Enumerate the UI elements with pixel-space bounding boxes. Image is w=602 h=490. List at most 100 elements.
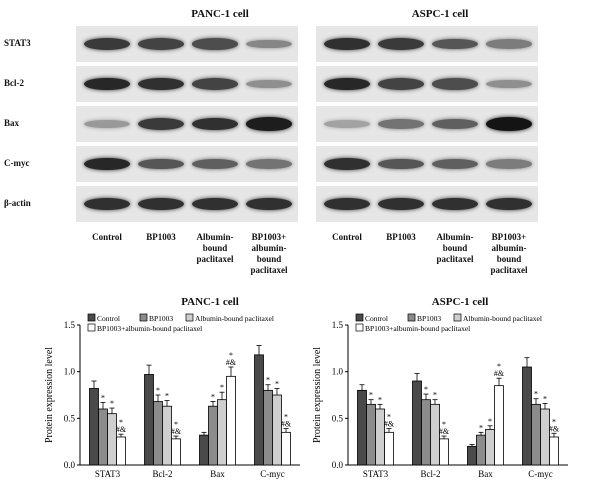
bar (485, 429, 495, 466)
bar (366, 403, 376, 466)
bar (522, 366, 532, 466)
bar (439, 438, 449, 466)
bar (476, 434, 486, 466)
significance-mark: * (424, 385, 428, 394)
significance-mark: * (165, 392, 169, 401)
blot-band (324, 37, 370, 51)
x-tick-label: C-myc (260, 469, 285, 479)
lane-label: BP1003 (386, 232, 416, 242)
significance-mark: * (174, 420, 178, 429)
significance-mark: #& (226, 358, 237, 367)
x-tick-label: STAT3 (95, 469, 121, 479)
y-tick-label: 0.0 (64, 460, 76, 470)
legend-label: BP1003+albumin-bound paclitaxel (97, 324, 202, 333)
significance-mark: * (101, 393, 105, 402)
blot-row-label: β-actin (4, 198, 31, 208)
x-tick-label: Bax (478, 469, 493, 479)
significance-mark: * (284, 413, 288, 422)
significance-mark: * (442, 420, 446, 429)
blot-band (192, 158, 238, 170)
bar (217, 399, 227, 466)
bar (384, 431, 394, 466)
significance-mark: * (378, 395, 382, 404)
blot-aspc1 (316, 26, 538, 226)
blot-row-label: C-myc (4, 158, 30, 168)
y-tick-label: 1.0 (64, 367, 76, 377)
chart-title-panc1: PANC-1 cell (181, 296, 239, 308)
lane-label: BP1003+ albumin- bound paclitaxel (250, 232, 288, 275)
blot-band (192, 117, 238, 131)
blot-band (138, 77, 184, 91)
legend-label: Control (97, 314, 120, 323)
legend-swatch (87, 323, 96, 332)
y-tick-label: 1.0 (332, 367, 344, 377)
bar (467, 445, 477, 466)
lane-label: BP1003+ albumin- bound paclitaxel (490, 232, 528, 275)
bar (263, 389, 273, 466)
legend-label: BP1003+albumin-bound paclitaxel (365, 324, 470, 333)
blot-band (486, 117, 532, 131)
legend-swatch (87, 313, 96, 322)
bar (226, 375, 236, 466)
significance-mark: * (275, 379, 279, 388)
legend-swatch (355, 323, 364, 332)
x-tick-label: Bcl-2 (153, 469, 173, 479)
significance-mark: * (369, 391, 373, 400)
legend-label: Albumin-bound paclitaxel (195, 314, 274, 323)
y-tick-label: 0.0 (332, 460, 344, 470)
blot-band (192, 197, 238, 211)
legend-swatch (407, 313, 416, 322)
blot-band (192, 78, 238, 90)
blot-band (138, 118, 184, 130)
significance-mark: #& (384, 420, 395, 429)
legend-swatch (453, 313, 462, 322)
bar (254, 354, 264, 466)
blot-band (138, 197, 184, 211)
bar (171, 438, 181, 466)
blot-band (486, 39, 532, 49)
blot-band (486, 197, 532, 211)
blot-band (378, 158, 424, 170)
blot-band (486, 159, 532, 169)
blot-band (378, 197, 424, 211)
blot-band (378, 78, 424, 90)
x-tick-label: Bax (210, 469, 225, 479)
blot-band (84, 38, 130, 50)
significance-mark: * (220, 383, 224, 392)
significance-mark: #& (549, 424, 560, 433)
blot-strip--actin (316, 186, 538, 222)
lane-label: Control (332, 232, 362, 242)
bar (281, 431, 291, 466)
lane-label: Control (92, 232, 122, 242)
blot-strip-c-myc (316, 146, 538, 182)
lane-label: Albumin- bound paclitaxel (196, 232, 234, 264)
legend-label: BP1003 (149, 314, 173, 323)
significance-mark: * (266, 376, 270, 385)
bar (272, 394, 282, 466)
bar (549, 436, 559, 466)
blot-panc1 (76, 26, 298, 226)
bar (421, 399, 431, 466)
significance-mark: * (387, 413, 391, 422)
significance-mark: * (119, 418, 123, 427)
significance-mark: * (211, 393, 215, 402)
significance-mark: * (110, 399, 114, 408)
significance-mark: * (497, 362, 501, 371)
bar (162, 405, 172, 466)
blot-strip-bax (76, 106, 298, 142)
legend-label: Albumin-bound paclitaxel (463, 314, 542, 323)
bar (430, 403, 440, 466)
blot-band (84, 120, 130, 128)
x-tick-label: Bcl-2 (421, 469, 441, 479)
significance-mark: * (488, 417, 492, 426)
blot-band (138, 38, 184, 50)
significance-mark: * (433, 391, 437, 400)
blot-band (324, 197, 370, 211)
legend-swatch (139, 313, 148, 322)
blot-band (324, 120, 370, 128)
significance-mark: * (543, 394, 547, 403)
blot-strip-stat3 (76, 26, 298, 62)
significance-mark: * (552, 417, 556, 426)
blot-band (246, 197, 292, 211)
